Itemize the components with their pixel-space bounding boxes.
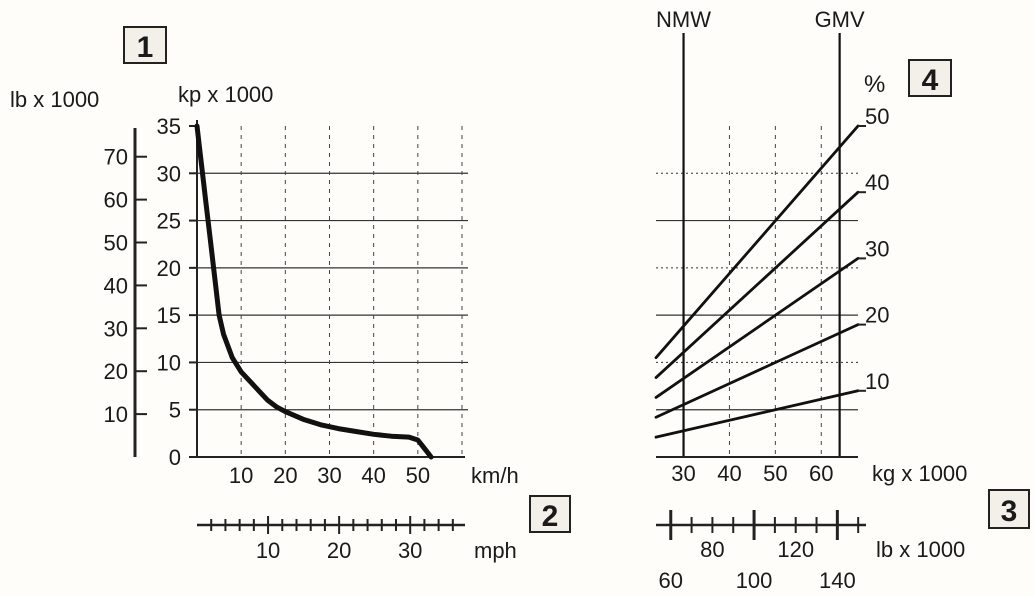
x-badge-3-box — [988, 489, 1030, 529]
y-tick-label: 10 — [157, 350, 181, 375]
x-badge-2-box — [529, 495, 571, 533]
right-y-tick-labels: 10 20 30 40 50 — [858, 104, 889, 394]
x-tick-label: 50 — [406, 463, 430, 488]
lb-tick-label: 40 — [104, 273, 128, 298]
marker-label-nmw: NMW — [656, 7, 711, 32]
y-tick-label: 10 — [865, 369, 889, 394]
gradient-lines — [654, 124, 860, 439]
left-y-tick-labels: 0 5 10 15 20 25 30 35 — [157, 114, 197, 470]
x-badge-2: 2 — [542, 500, 559, 533]
lb-weight-scale-ticks: 80 120 60 100 140 — [659, 510, 860, 593]
x-axis-label-kmh: km/h — [471, 463, 519, 488]
lb-tick-label: 20 — [104, 359, 128, 384]
x-axis-label-kg: kg x 1000 — [872, 461, 967, 486]
weight-markers: NMW GMV — [656, 7, 865, 457]
y-tick-label: 15 — [157, 303, 181, 328]
x-tick-label: 40 — [717, 461, 741, 486]
lb-weight-tick-label: 140 — [819, 568, 856, 593]
mph-tick-label: 30 — [398, 538, 422, 563]
x-axis-label-lb: lb x 1000 — [876, 537, 965, 562]
y-axis-label-kp: kp x 1000 — [178, 82, 273, 107]
x-tick-label: 10 — [229, 463, 253, 488]
x-tick-label: 30 — [317, 463, 341, 488]
x-tick-label: 40 — [361, 463, 385, 488]
gradient-line-30 — [654, 256, 860, 399]
y-tick-label: 25 — [157, 209, 181, 234]
tractive-force-chart: 1 lb x 1000 kp x 1000 0 5 10 15 20 25 30 35 10 2… — [10, 26, 571, 563]
x-tick-label: 50 — [763, 461, 787, 486]
y-tick-label: 35 — [157, 114, 181, 139]
mph-tick-label: 10 — [256, 538, 280, 563]
right-x-tick-labels: 30 40 50 60 — [671, 461, 833, 486]
y-tick-label: 20 — [157, 256, 181, 281]
lb-tick-label: 10 — [104, 402, 128, 427]
x-tick-label: 60 — [809, 461, 833, 486]
y-tick-label: 30 — [157, 161, 181, 186]
y-tick-label: 50 — [865, 104, 889, 129]
gradient-line-40 — [654, 190, 860, 379]
lb-tick-label: 60 — [104, 188, 128, 213]
y-tick-label: 5 — [169, 398, 181, 423]
y-tick-label: 0 — [169, 445, 181, 470]
marker-label-gmv: GMV — [815, 7, 865, 32]
panel-badge-4-box — [908, 59, 952, 97]
panel-badge-1: 1 — [137, 31, 154, 64]
y-tick-label: 30 — [865, 236, 889, 261]
lb-weight-tick-label: 80 — [700, 537, 724, 562]
lb-tick-label: 50 — [104, 231, 128, 256]
panel-badge-1-box — [123, 26, 167, 64]
lb-weight-tick-label: 100 — [736, 568, 773, 593]
percent-label: % — [864, 71, 885, 98]
tractive-force-curve — [194, 123, 434, 460]
gradient-chart: NMW GMV 10 20 30 40 50 30 40 50 60 % 4 kg x 1000… — [654, 7, 1030, 593]
lb-tick-label: 70 — [104, 145, 128, 170]
mph-scale-ticks: 10 20 30 — [210, 516, 454, 563]
tractive-force-series — [194, 123, 434, 460]
x-axis-label-mph: mph — [474, 538, 517, 563]
y-tick-label: 20 — [865, 303, 889, 328]
lb-weight-tick-label: 120 — [777, 537, 814, 562]
lb-tick-label: 30 — [104, 316, 128, 341]
lb-weight-tick-label: 60 — [659, 568, 683, 593]
left-gridlines — [197, 126, 468, 457]
x-badge-3: 3 — [1001, 495, 1018, 528]
panel-badge-4: 4 — [922, 64, 939, 97]
x-tick-label: 30 — [671, 461, 695, 486]
gradient-line-50 — [654, 124, 860, 360]
x-tick-label: 20 — [273, 463, 297, 488]
right-gridlines — [656, 126, 858, 457]
mph-tick-label: 20 — [327, 538, 351, 563]
gradient-line-20 — [654, 323, 860, 419]
lb-scale-ticks: 10 20 30 40 50 60 70 — [104, 145, 147, 427]
gradient-line-10 — [654, 389, 860, 439]
y-axis-label-lb: lb x 1000 — [10, 87, 99, 112]
y-tick-label: 40 — [865, 170, 889, 195]
left-x-tick-labels: 10 20 30 40 50 — [229, 463, 430, 488]
